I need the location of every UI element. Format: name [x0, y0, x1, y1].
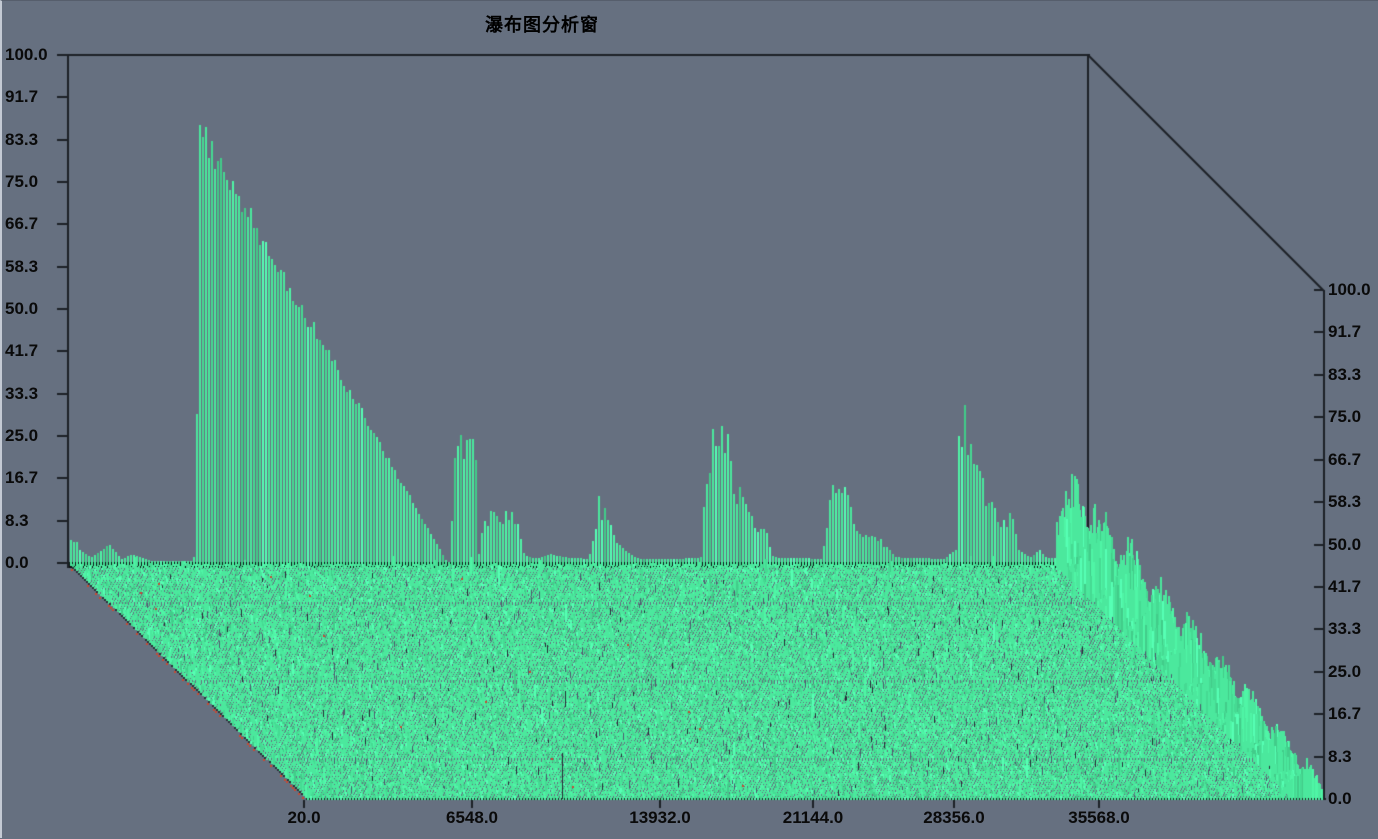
frequency-axis-tick-label: 21144.0 [782, 808, 844, 827]
left-axis-tick-label: 41.7 [5, 341, 39, 360]
left-axis-tick-label: 100.0 [5, 45, 48, 64]
right-axis-tick-label: 83.3 [1328, 365, 1362, 384]
right-axis-tick-label: 58.3 [1328, 492, 1362, 511]
right-axis-tick-label: 16.7 [1328, 704, 1362, 723]
right-axis-tick-label: 8.3 [1328, 747, 1352, 766]
left-axis-tick-label: 66.7 [5, 214, 39, 233]
left-axis-tick-label: 91.7 [5, 87, 39, 106]
left-axis-tick-label: 50.0 [5, 299, 39, 318]
left-axis-tick-label: 16.7 [5, 468, 39, 487]
frequency-axis-tick-label: 28356.0 [923, 808, 985, 827]
right-axis-tick-label: 41.7 [1328, 577, 1362, 596]
left-axis-tick-label: 58.3 [5, 257, 39, 276]
right-axis-tick-label: 50.0 [1328, 535, 1362, 554]
right-axis-tick-label: 0.0 [1328, 789, 1352, 808]
right-axis-tick-label: 75.0 [1328, 407, 1362, 426]
left-axis-tick-label: 75.0 [5, 172, 39, 191]
left-axis-tick-label: 33.3 [5, 384, 39, 403]
frequency-axis-tick-label: 35568.0 [1068, 808, 1130, 827]
frequency-axis-tick-label: 13932.0 [629, 808, 691, 827]
frequency-axis-tick-label: 20.0 [287, 808, 321, 827]
right-axis-tick-label: 91.7 [1328, 322, 1362, 341]
left-axis-tick-label: 83.3 [5, 130, 39, 149]
right-axis-tick-label: 33.3 [1328, 619, 1362, 638]
plot-title: 瀑布图分析窗 [485, 15, 599, 35]
right-axis-tick-label: 66.7 [1328, 450, 1362, 469]
left-axis-tick-label: 0.0 [5, 553, 29, 572]
right-axis-tick-label: 25.0 [1328, 662, 1362, 681]
right-axis-tick-label: 100.0 [1328, 280, 1371, 299]
left-axis-tick-label: 8.3 [5, 511, 29, 530]
frequency-axis-tick-label: 6548.0 [446, 808, 498, 827]
left-axis-tick-label: 25.0 [5, 426, 39, 445]
